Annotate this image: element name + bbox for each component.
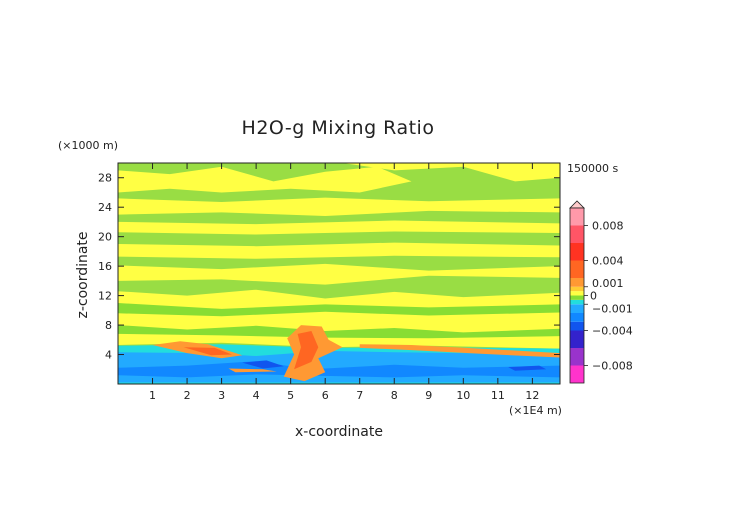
contour-region-6 (118, 289, 560, 349)
colorbar-label: 0 (590, 290, 597, 303)
x-tick-label: 3 (218, 389, 225, 402)
colorbar-band-2 (570, 330, 584, 348)
colorbar-band-6 (570, 299, 584, 305)
y-axis: 4 8 12 16 20 24 28 (98, 172, 560, 362)
y-tick-label: 16 (98, 260, 112, 273)
x-tick-label: 10 (456, 389, 470, 402)
colorbar-band-1 (570, 348, 584, 366)
y-axis-label: z-coordinate (75, 231, 91, 318)
contour-region-7 (118, 303, 560, 317)
x-axis-label: x-coordinate (295, 424, 383, 440)
contour-region-3 (118, 220, 560, 235)
colorbar-band-4 (570, 313, 584, 322)
contour-region-12 (242, 360, 284, 369)
colorbar-band-11 (570, 260, 584, 278)
x-axis: 1 2 3 4 5 6 7 8 9 10 11 12 (149, 163, 539, 402)
colorbar-bands (570, 208, 584, 383)
colorbar-overflow-arrow (569, 200, 585, 209)
contour-region-15 (294, 331, 319, 370)
contour-region-17 (183, 347, 232, 356)
x-tick-label: 7 (356, 389, 363, 402)
colorbar-band-5 (570, 304, 584, 313)
contour-regions (118, 163, 560, 384)
x-tick-label: 6 (322, 389, 329, 402)
colorbar-band-13 (570, 225, 584, 243)
colorbar-band-9 (570, 286, 584, 292)
x-tick-label: 5 (287, 389, 294, 402)
x-unit-label: (×1E4 m) (509, 404, 562, 417)
colorbar-band-14 (570, 208, 584, 226)
colorbar-band-0 (570, 365, 584, 383)
colorbar-label: 0.001 (592, 277, 624, 290)
colorbar-band-12 (570, 243, 584, 261)
contour-region-4 (118, 242, 560, 259)
contour-region-13 (508, 365, 547, 371)
colorbar-band-8 (570, 291, 584, 296)
contour-region-5 (118, 263, 560, 285)
plot-area (117, 162, 561, 385)
colorbar-label: −0.001 (592, 302, 633, 315)
colorbar-label: −0.008 (592, 360, 633, 373)
y-tick-label: 4 (105, 349, 112, 362)
y-tick-label: 12 (98, 290, 112, 303)
colorbar-label: −0.004 (592, 325, 633, 338)
x-tick-label: 2 (184, 389, 191, 402)
colorbar-band-7 (570, 295, 584, 300)
colorbar-label: 0.008 (592, 220, 624, 233)
y-unit-label: (×1000 m) (58, 139, 118, 152)
contour-region-19 (228, 368, 277, 373)
y-tick-label: 20 (98, 231, 112, 244)
plot-frame (117, 162, 561, 385)
x-tick-label: 8 (391, 389, 398, 402)
chart-title: H2O-g Mixing Ratio (242, 117, 435, 139)
x-tick-label: 4 (253, 389, 260, 402)
x-tick-label: 12 (525, 389, 539, 402)
colorbar-band-3 (570, 321, 584, 331)
contour-region-8 (118, 325, 560, 339)
contour-region-2 (118, 197, 560, 216)
x-tick-label: 9 (425, 389, 432, 402)
colorbar-label: 0.004 (592, 255, 624, 268)
time-label: 150000 s (567, 162, 618, 175)
y-tick-label: 8 (105, 319, 112, 332)
y-tick-label: 28 (98, 172, 112, 185)
x-tick-label: 1 (149, 389, 156, 402)
contour-region-18 (359, 344, 560, 358)
x-tick-label: 11 (491, 389, 505, 402)
colorbar-band-10 (570, 278, 584, 287)
contour-region-1 (342, 163, 560, 182)
contour-region-0 (118, 166, 412, 193)
contour-region-11 (118, 361, 560, 378)
y-tick-label: 24 (98, 201, 112, 214)
